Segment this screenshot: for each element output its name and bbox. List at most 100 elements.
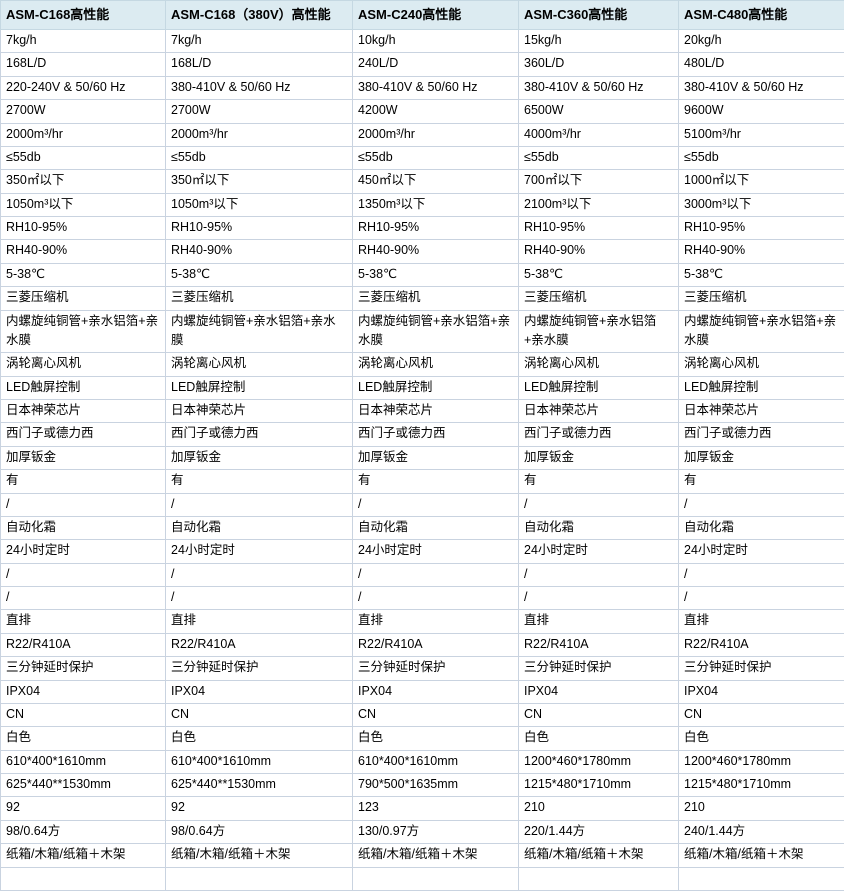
table-cell [1,867,166,890]
table-cell: 自动化霜 [166,516,353,539]
table-cell: 380-410V & 50/60 Hz [519,76,679,99]
table-cell: / [166,587,353,610]
table-cell: 210 [679,797,844,820]
table-cell: 自动化霜 [353,516,519,539]
table-row: 涡轮离心风机涡轮离心风机涡轮离心风机涡轮离心风机涡轮离心风机 [1,353,844,376]
table-cell: R22/R410A [353,633,519,656]
table-cell: 三菱压缩机 [679,287,844,310]
table-cell: 三菱压缩机 [166,287,353,310]
table-cell: 白色 [519,727,679,750]
table-cell: 7kg/h [1,30,166,53]
table-cell: 1215*480*1710mm [679,774,844,797]
table-cell: 三菱压缩机 [353,287,519,310]
table-cell: 三分钟延时保护 [353,657,519,680]
table-cell: / [1,563,166,586]
table-cell: 123 [353,797,519,820]
table-cell: 220-240V & 50/60 Hz [1,76,166,99]
table-cell: / [519,493,679,516]
table-cell: 1200*460*1780mm [679,750,844,773]
table-cell: 240L/D [353,53,519,76]
table-cell: 涡轮离心风机 [1,353,166,376]
table-cell: 白色 [1,727,166,750]
table-cell: 有 [519,470,679,493]
table-cell: 7kg/h [166,30,353,53]
table-cell: CN [1,703,166,726]
table-cell: RH10-95% [1,217,166,240]
table-cell: 纸箱/木箱/纸箱＋木架 [1,844,166,867]
table-cell: 西门子或德力西 [353,423,519,446]
table-row: 三菱压缩机三菱压缩机三菱压缩机三菱压缩机三菱压缩机 [1,287,844,310]
table-cell: RH40-90% [679,240,844,263]
table-cell [353,867,519,890]
table-cell: 9600W [679,100,844,123]
table-cell: 内螺旋纯铜管+亲水铝箔+亲水膜 [1,310,166,353]
table-cell: 内螺旋纯铜管+亲水铝箔+亲水膜 [679,310,844,353]
table-cell: 西门子或德力西 [679,423,844,446]
table-row: 日本神荣芯片日本神荣芯片日本神荣芯片日本神荣芯片日本神荣芯片 [1,400,844,423]
table-cell: 纸箱/木箱/纸箱＋木架 [166,844,353,867]
table-cell: 日本神荣芯片 [353,400,519,423]
table-cell: LED触屏控制 [1,376,166,399]
table-cell: 有 [679,470,844,493]
table-cell: LED触屏控制 [679,376,844,399]
table-cell: 三分钟延时保护 [519,657,679,680]
header-row: ASM-C168高性能 ASM-C168（380V）高性能 ASM-C240高性… [1,1,844,30]
table-row: 自动化霜自动化霜自动化霜自动化霜自动化霜 [1,516,844,539]
table-cell: 纸箱/木箱/纸箱＋木架 [519,844,679,867]
table-cell: 白色 [166,727,353,750]
table-cell: 15kg/h [519,30,679,53]
table-cell: RH10-95% [679,217,844,240]
table-cell: 1350m³以下 [353,193,519,216]
table-cell: ≤55db [519,146,679,169]
table-header: ASM-C168高性能 ASM-C168（380V）高性能 ASM-C240高性… [1,1,844,30]
table-cell: IPX04 [1,680,166,703]
table-cell: 2000m³/hr [166,123,353,146]
table-cell: 加厚钣金 [166,446,353,469]
table-row: 西门子或德力西西门子或德力西西门子或德力西西门子或德力西西门子或德力西 [1,423,844,446]
table-cell: 380-410V & 50/60 Hz [166,76,353,99]
table-row: 纸箱/木箱/纸箱＋木架纸箱/木箱/纸箱＋木架纸箱/木箱/纸箱＋木架纸箱/木箱/纸… [1,844,844,867]
table-cell: 130/0.97方 [353,820,519,843]
table-cell: 涡轮离心风机 [679,353,844,376]
table-cell: 380-410V & 50/60 Hz [679,76,844,99]
table-cell: 5-38℃ [1,263,166,286]
table-cell [519,867,679,890]
table-cell: 涡轮离心风机 [519,353,679,376]
table-row: ///// [1,587,844,610]
table-cell: 内螺旋纯铜管+亲水铝箔+亲水膜 [519,310,679,353]
table-cell: 610*400*1610mm [166,750,353,773]
table-cell: 白色 [353,727,519,750]
table-cell: 5-38℃ [166,263,353,286]
table-cell: RH40-90% [353,240,519,263]
table-cell: 360L/D [519,53,679,76]
table-cell: 白色 [679,727,844,750]
table-cell: 纸箱/木箱/纸箱＋木架 [679,844,844,867]
table-row: 三分钟延时保护三分钟延时保护三分钟延时保护三分钟延时保护三分钟延时保护 [1,657,844,680]
table-cell: 380-410V & 50/60 Hz [353,76,519,99]
table-cell: / [679,587,844,610]
table-cell: 直排 [166,610,353,633]
table-cell: 三菱压缩机 [519,287,679,310]
table-cell: / [1,493,166,516]
table-row: ///// [1,493,844,516]
table-cell: 三分钟延时保护 [166,657,353,680]
table-cell: 日本神荣芯片 [1,400,166,423]
table-row: 白色白色白色白色白色 [1,727,844,750]
table-cell: 加厚钣金 [353,446,519,469]
table-cell: LED触屏控制 [353,376,519,399]
table-cell: / [166,563,353,586]
table-cell: 98/0.64方 [166,820,353,843]
table-cell: 涡轮离心风机 [353,353,519,376]
table-cell: 5-38℃ [679,263,844,286]
table-cell: 220/1.44方 [519,820,679,843]
table-cell: 日本神荣芯片 [679,400,844,423]
table-cell: CN [166,703,353,726]
